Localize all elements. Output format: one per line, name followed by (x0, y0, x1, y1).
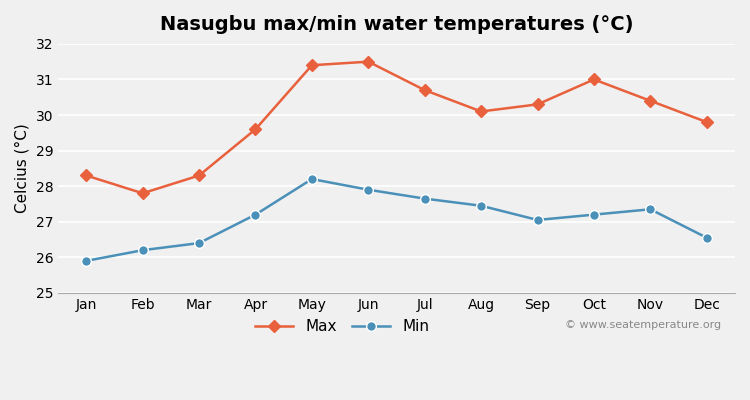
Max (590, 77, 598, 82)
Text: © www.seatemperature.org: © www.seatemperature.org (566, 320, 722, 330)
Min (702, 235, 711, 240)
Min (477, 203, 486, 208)
Line: Max: Max (82, 58, 711, 198)
Line: Min: Min (82, 174, 712, 266)
Title: Nasugbu max/min water temperatures (°C): Nasugbu max/min water temperatures (°C) (160, 15, 633, 34)
Max (420, 88, 429, 92)
Max (251, 127, 260, 132)
Min (364, 187, 373, 192)
Max (194, 173, 203, 178)
Max (646, 98, 655, 103)
Min (308, 177, 316, 182)
Legend: Max, Min: Max, Min (249, 313, 436, 340)
Min (251, 212, 260, 217)
Max (364, 59, 373, 64)
Min (533, 218, 542, 222)
Max (533, 102, 542, 107)
Min (138, 248, 147, 252)
Min (590, 212, 598, 217)
Min (420, 196, 429, 201)
Y-axis label: Celcius (°C): Celcius (°C) (15, 124, 30, 213)
Max (308, 63, 316, 68)
Max (477, 109, 486, 114)
Max (138, 191, 147, 196)
Min (82, 258, 91, 263)
Min (646, 207, 655, 212)
Max (702, 120, 711, 124)
Min (194, 241, 203, 246)
Max (82, 173, 91, 178)
